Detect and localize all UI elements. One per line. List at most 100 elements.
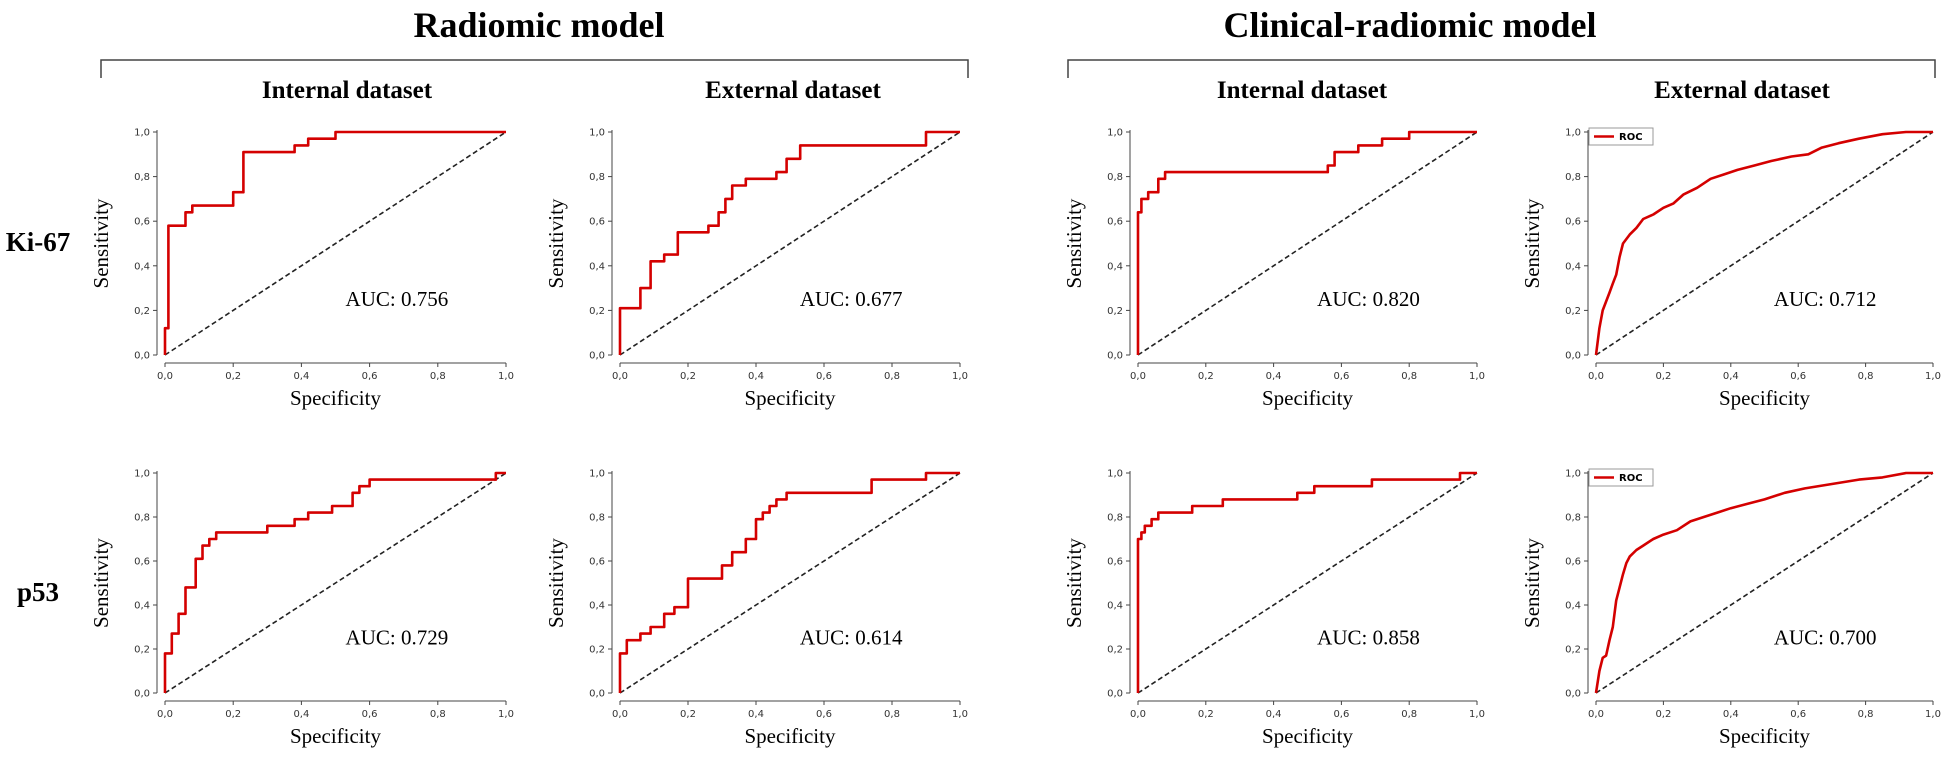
- roc-curve-line: [1136, 471, 1477, 693]
- y-tick-label: 0,2: [134, 645, 150, 656]
- y-tick-label: 1,0: [1565, 469, 1581, 480]
- chance-diagonal-line: [164, 472, 507, 694]
- roc-curve-line: [618, 130, 960, 355]
- y-tick-label: 0,6: [589, 557, 605, 568]
- clinical-radiomic-bracket: [1067, 59, 1936, 78]
- x-tick-label: 0,0: [157, 709, 173, 720]
- roc-curve-line: [1594, 471, 1933, 694]
- y-tick-label: 0,2: [589, 645, 605, 656]
- y-tick-label: 0,4: [134, 261, 150, 272]
- x-tick-label: 0,8: [884, 371, 900, 382]
- x-tick-label: 0,4: [1266, 709, 1282, 720]
- x-axis-label: Specificity: [1719, 386, 1810, 410]
- x-tick-label: 0,8: [430, 371, 446, 382]
- x-tick-label: 0,2: [1198, 709, 1214, 720]
- x-tick-label: 0,2: [680, 709, 696, 720]
- x-tick-label: 1,0: [1925, 709, 1941, 720]
- chance-diagonal-line: [1137, 472, 1478, 694]
- x-tick-label: 1,0: [1469, 709, 1485, 720]
- x-tick-label: 0,0: [1130, 371, 1146, 382]
- y-tick-label: 1,0: [1565, 128, 1581, 139]
- y-tick-label: 1,0: [589, 469, 605, 480]
- subtitle-clinical-external: External dataset: [1654, 77, 1830, 104]
- y-tick-label: 0,6: [1565, 217, 1581, 228]
- row-label-ki67: Ki-67: [6, 227, 71, 257]
- y-tick-label: 0,2: [1107, 306, 1123, 317]
- x-axis-label: Specificity: [290, 386, 381, 410]
- legend: ROC: [1588, 468, 1654, 487]
- y-tick-label: 0,6: [589, 217, 605, 228]
- chance-diagonal-line: [164, 131, 507, 356]
- x-tick-label: 0,8: [884, 709, 900, 720]
- subtitle-radiomic-external: External dataset: [705, 77, 881, 104]
- y-tick-label: 0,6: [134, 217, 150, 228]
- x-tick-label: 0,0: [612, 371, 628, 382]
- chance-diagonal-line: [1137, 131, 1478, 356]
- clinical-radiomic-model-title: Clinical-radiomic model: [1224, 5, 1597, 45]
- auc-label: AUC: 0.756: [346, 287, 449, 311]
- x-tick-label: 0,4: [748, 371, 764, 382]
- auc-label: AUC: 0.729: [346, 626, 449, 650]
- legend: ROC: [1588, 127, 1654, 146]
- auc-label: AUC: 0.858: [1317, 626, 1420, 650]
- y-tick-label: 0,6: [1107, 557, 1123, 568]
- x-tick-label: 1,0: [498, 709, 514, 720]
- y-tick-label: 0,4: [1565, 261, 1581, 272]
- x-tick-label: 0,2: [1655, 371, 1671, 382]
- row-label-p53: p53: [17, 577, 59, 607]
- x-axis-label: Specificity: [1262, 724, 1353, 748]
- x-tick-label: 0,0: [1588, 371, 1604, 382]
- auc-label: AUC: 0.820: [1317, 287, 1420, 311]
- auc-label: AUC: 0.700: [1774, 626, 1877, 650]
- y-tick-label: 0,6: [1107, 217, 1123, 228]
- auc-label: AUC: 0.614: [800, 626, 903, 650]
- chance-diagonal-line: [619, 131, 961, 356]
- roc-panel-p53-clinical-external: 0,0 0,0 0,2 0,2 0,4 0,4 0,6 0,6 0,8 0,8 1,0 1,0 Spec…: [1520, 468, 1941, 748]
- y-axis-label: Sensitivity: [1062, 198, 1086, 288]
- y-tick-label: 0,0: [134, 351, 150, 362]
- y-axis-label: Sensitivity: [544, 538, 568, 628]
- y-tick-label: 0,8: [1107, 172, 1123, 183]
- x-tick-label: 0,2: [680, 371, 696, 382]
- roc-panel-ki-67-clinical-internal: 0,0 0,0 0,2 0,2 0,4 0,4 0,6 0,6 0,8 0,8 1,0 1,0 Spec…: [1062, 128, 1485, 411]
- x-tick-label: 0,8: [1858, 709, 1874, 720]
- x-tick-label: 0,0: [1130, 709, 1146, 720]
- x-tick-label: 0,6: [816, 709, 832, 720]
- x-tick-label: 0,8: [1858, 371, 1874, 382]
- x-tick-label: 0,2: [225, 371, 241, 382]
- y-tick-label: 1,0: [134, 469, 150, 480]
- x-tick-label: 1,0: [1925, 371, 1941, 382]
- legend-label: ROC: [1619, 132, 1643, 143]
- radiomic-bracket: [100, 59, 969, 78]
- y-tick-label: 0,0: [1565, 689, 1581, 700]
- legend-box: [1588, 468, 1654, 487]
- x-tick-label: 0,8: [1401, 371, 1417, 382]
- y-tick-label: 0,0: [134, 689, 150, 700]
- y-axis-label: Sensitivity: [89, 538, 113, 628]
- x-tick-label: 0,4: [1266, 371, 1282, 382]
- y-tick-label: 0,8: [589, 172, 605, 183]
- x-tick-label: 0,6: [1790, 709, 1806, 720]
- y-tick-label: 0,4: [589, 601, 605, 612]
- x-tick-label: 0,8: [430, 709, 446, 720]
- y-tick-label: 0,4: [1107, 261, 1123, 272]
- roc-panel-p53-radiomic-external: 0,0 0,0 0,2 0,2 0,4 0,4 0,6 0,6 0,8 0,8 1,0 1,0 Spec…: [544, 469, 968, 749]
- y-tick-label: 0,8: [589, 513, 605, 524]
- y-tick-label: 1,0: [1107, 128, 1123, 139]
- y-axis-label: Sensitivity: [1520, 538, 1544, 628]
- y-tick-label: 0,4: [589, 261, 605, 272]
- x-tick-label: 0,4: [1723, 371, 1739, 382]
- x-tick-label: 0,6: [362, 709, 378, 720]
- subtitle-clinical-internal: Internal dataset: [1217, 77, 1388, 104]
- radiomic-model-title: Radiomic model: [414, 5, 665, 45]
- x-tick-label: 1,0: [952, 709, 968, 720]
- y-tick-label: 0,8: [1565, 513, 1581, 524]
- x-tick-label: 0,4: [1723, 709, 1739, 720]
- y-tick-label: 0,4: [1107, 601, 1123, 612]
- x-tick-label: 0,6: [1333, 709, 1349, 720]
- y-tick-label: 0,4: [1565, 601, 1581, 612]
- subtitle-radiomic-internal: Internal dataset: [262, 77, 433, 104]
- x-tick-label: 0,4: [293, 709, 309, 720]
- x-tick-label: 0,6: [1333, 371, 1349, 382]
